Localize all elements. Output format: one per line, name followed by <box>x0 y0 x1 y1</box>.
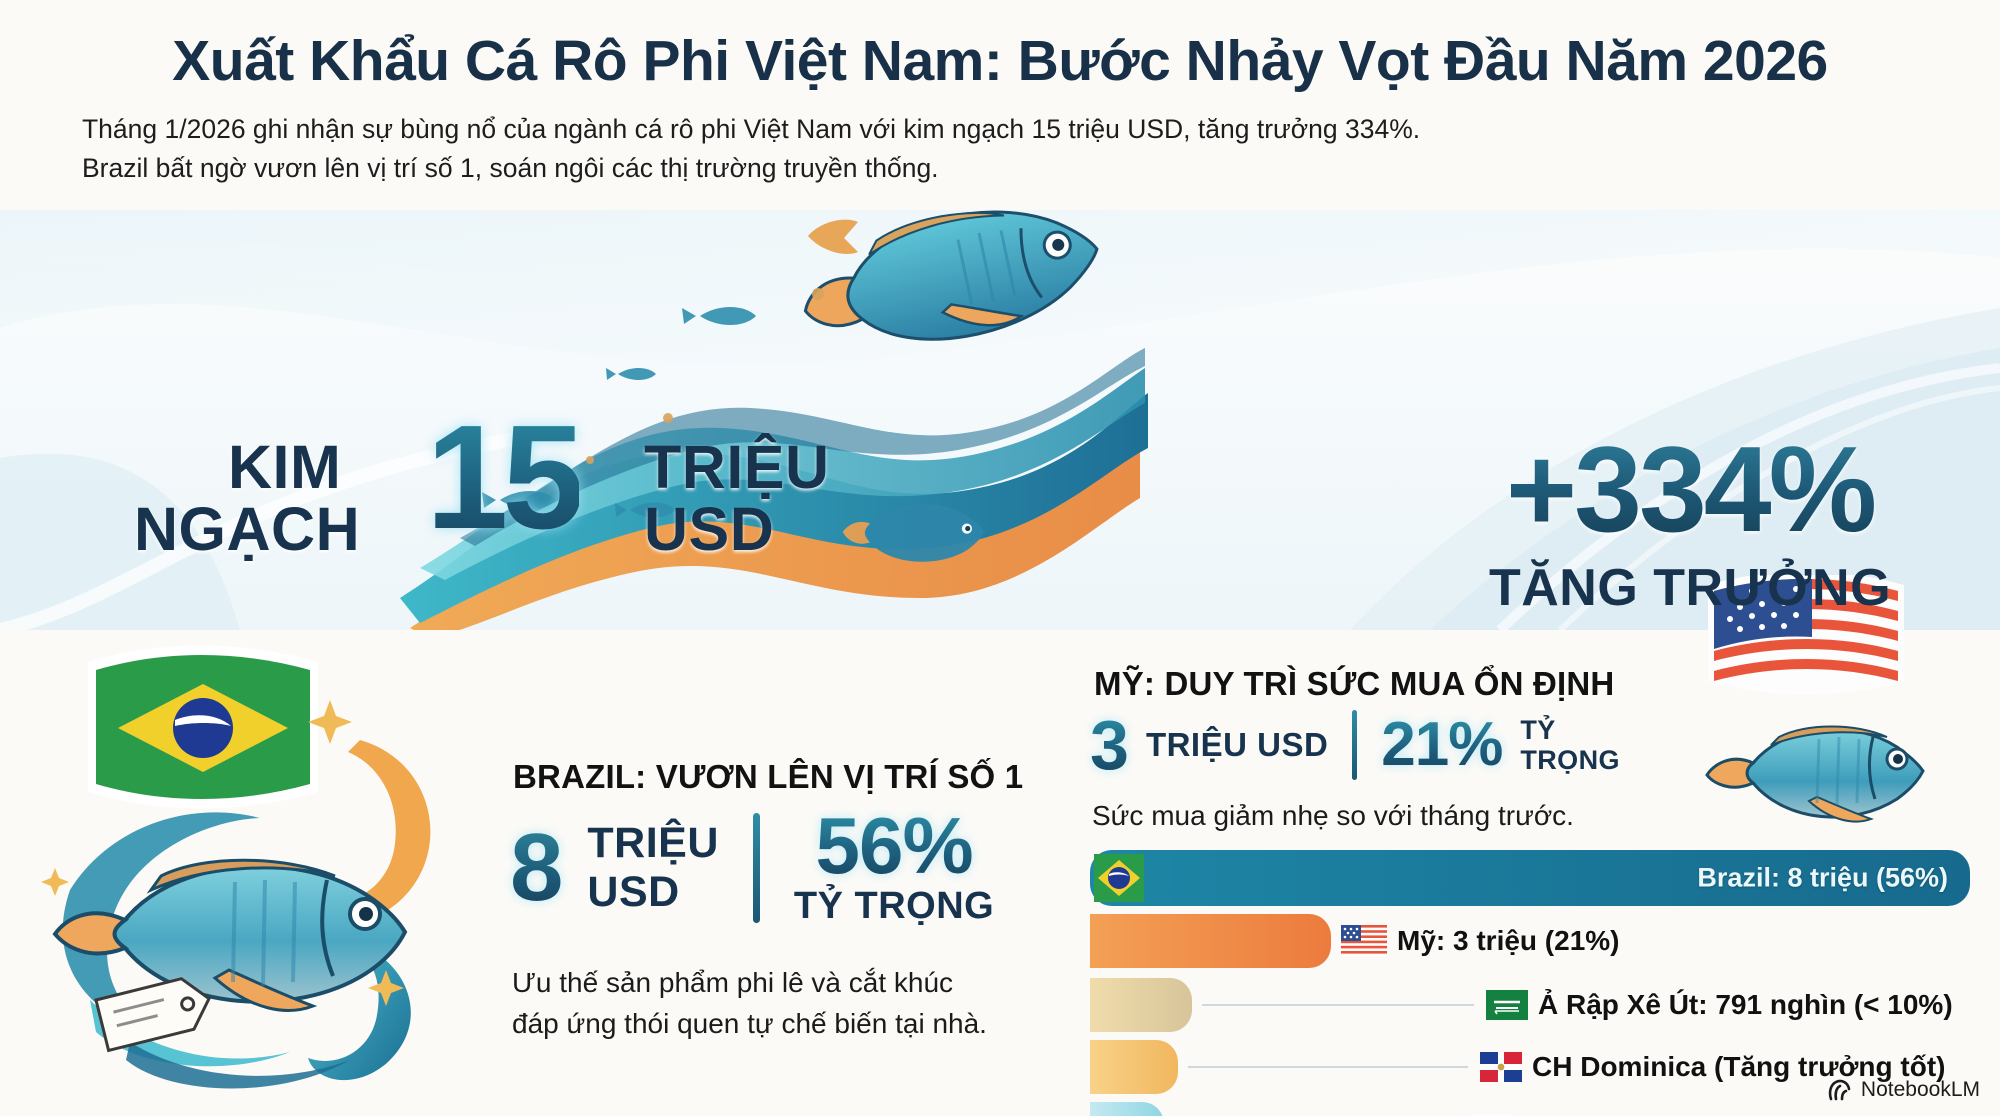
bar-label-japan: Nhật Bản (Tăng trưởng tốt) <box>1522 1113 1884 1116</box>
brazil-share-value: 56% <box>815 801 973 890</box>
leader-line <box>1202 1004 1474 1006</box>
notebooklm-logo-icon <box>1828 1079 1851 1101</box>
leader-line <box>1188 1066 1468 1068</box>
brazil-unit-line-1: TRIỆU <box>587 819 719 868</box>
brazil-desc-line-2: đáp ứng thói quen tự chế biến tại nhà. <box>512 1008 987 1039</box>
usa-share-label-line-1: TỶ <box>1520 714 1556 745</box>
japan-flag-icon <box>1470 1114 1512 1116</box>
hero-growth-value: +334% <box>1380 428 2000 550</box>
brazil-flag-icon <box>1094 854 1144 902</box>
usa-unit: TRIỆU USD <box>1145 726 1329 763</box>
brazil-stat-divider <box>752 812 760 923</box>
saudi-arabia-flag-icon <box>1486 990 1528 1020</box>
hero-kim-label: KIM <box>228 433 342 501</box>
notebooklm-watermark: NotebookLM <box>1827 1078 1980 1102</box>
hero-kim-ngach-stat: KIM NGẠCH 15 TRIỆU USD <box>108 404 830 564</box>
brazil-heading: BRAZIL: VƯƠN LÊN VỊ TRÍ SỐ 1 <box>513 758 1024 795</box>
brazil-share: 56% TỶ TRỌNG <box>793 801 995 928</box>
bar-label-saudi-arabia: Ả Rập Xê Út: 791 nghìn (< 10%) <box>1538 989 1953 1020</box>
usa-description: Sức mua giảm nhẹ so với tháng trước. <box>1092 800 1574 831</box>
usa-share-label-line-2: TRỌNG <box>1520 745 1620 775</box>
brazil-fish-illustration <box>41 645 431 1089</box>
brazil-value: 8 <box>510 813 563 921</box>
bar-label-usa: Mỹ: 3 triệu (21%) <box>1397 925 1620 956</box>
hero-ngach-label: NGẠCH <box>134 495 361 563</box>
bar-brazil: Brazil: 8 triệu (56%) <box>1090 850 1970 906</box>
usa-stat-divider <box>1352 710 1358 780</box>
bar-dominican-republic <box>1090 1040 1178 1094</box>
table-row[interactable]: Mỹ: 3 triệu (21%) <box>1090 914 1970 968</box>
subtitle-line-1: Tháng 1/2026 ghi nhận sự bùng nổ của ngà… <box>82 114 1421 144</box>
brazil-stats: 8 TRIỆU USD 56% TỶ TRỌNG <box>510 801 995 928</box>
usa-flag-icon <box>1341 925 1387 957</box>
bar-label-brazil: Brazil: 8 triệu (56%) <box>1697 862 1948 893</box>
hero-background-swoosh-decoration <box>0 188 2000 630</box>
usa-share-label: TỶ TRỌNG <box>1520 715 1620 775</box>
page-subtitle: Tháng 1/2026 ghi nhận sự bùng nổ của ngà… <box>82 110 1932 188</box>
hero-trieu-label: TRIỆU <box>644 433 830 501</box>
bar-japan <box>1090 1102 1164 1116</box>
page-title: Xuất Khẩu Cá Rô Phi Việt Nam: Bước Nhảy … <box>172 29 1828 93</box>
header: Xuất Khẩu Cá Rô Phi Việt Nam: Bước Nhảy … <box>0 0 2000 210</box>
table-row[interactable]: Nhật Bản (Tăng trưởng tốt) <box>1090 1102 1970 1116</box>
hero-usd-label: USD <box>644 495 775 563</box>
bar-label-dominican-republic: CH Dominica (Tăng trưởng tốt) <box>1532 1051 1946 1082</box>
hero-band: KIM NGẠCH 15 TRIỆU USD +334% TĂNG TRƯỞNG <box>0 188 2000 630</box>
usa-flag-and-fish-illustration <box>1705 575 1925 823</box>
brazil-desc-line-1: Ưu thế sản phẩm phi lê và cắt khúc <box>512 967 954 998</box>
usa-heading: MỸ: DUY TRÌ SỨC MUA ỔN ĐỊNH <box>1094 665 1615 702</box>
brazil-share-label: TỶ TRỌNG <box>793 884 995 927</box>
brazil-unit: TRIỆU USD <box>587 819 719 916</box>
table-row[interactable]: Ả Rập Xê Út: 791 nghìn (< 10%) <box>1090 978 1970 1032</box>
hero-value-15: 15 <box>426 395 585 560</box>
fish-wave-illustration <box>400 210 1148 630</box>
dominican-republic-flag-icon <box>1480 1052 1522 1082</box>
usa-stats: 3 TRIỆU USD 21% TỶ TRỌNG <box>1090 710 1620 780</box>
bar-usa <box>1090 914 1331 968</box>
hero-growth-label: TĂNG TRƯỞNG <box>1488 559 1892 617</box>
table-row[interactable]: CH Dominica (Tăng trưởng tốt) <box>1090 1040 1970 1094</box>
market-share-bar-chart: Brazil: 8 triệu (56%) Mỹ: 3 triệu (21%) <box>1090 850 1970 1116</box>
subtitle-line-2: Brazil bất ngờ vươn lên vị trí số 1, soá… <box>82 153 939 183</box>
usa-share-value: 21% <box>1381 709 1503 779</box>
brazil-description: Ưu thế sản phẩm phi lê và cắt khúc đáp ứ… <box>512 962 987 1044</box>
brazil-unit-line-2: USD <box>587 867 680 916</box>
bar-saudi-arabia <box>1090 978 1192 1032</box>
table-row[interactable]: Brazil: 8 triệu (56%) <box>1090 850 1970 906</box>
usa-value: 3 <box>1090 705 1129 784</box>
notebooklm-watermark-label: NotebookLM <box>1860 1078 1980 1101</box>
hero-growth-stat: +334% TĂNG TRƯỞNG <box>1380 428 2000 618</box>
